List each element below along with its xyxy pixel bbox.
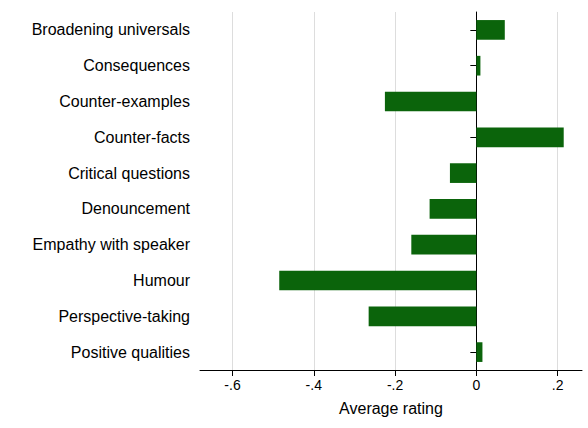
svg-text:Counter-examples: Counter-examples	[59, 93, 190, 110]
svg-text:0: 0	[472, 377, 480, 393]
svg-text:Perspective-taking: Perspective-taking	[58, 308, 190, 325]
svg-text:-.2: -.2	[387, 377, 404, 393]
svg-text:Denouncement: Denouncement	[81, 200, 190, 217]
svg-text:Humour: Humour	[133, 272, 191, 289]
svg-text:Empathy with speaker: Empathy with speaker	[33, 236, 191, 253]
svg-text:Critical questions: Critical questions	[68, 165, 190, 182]
svg-text:Broadening universals: Broadening universals	[32, 21, 190, 38]
svg-text:Consequences: Consequences	[83, 57, 190, 74]
svg-text:-.6: -.6	[224, 377, 241, 393]
svg-text:Counter-facts: Counter-facts	[94, 129, 190, 146]
svg-text:Average rating: Average rating	[339, 400, 443, 417]
svg-text:.2: .2	[552, 377, 564, 393]
svg-text:-.4: -.4	[306, 377, 323, 393]
svg-text:Positive qualities: Positive qualities	[71, 344, 190, 361]
